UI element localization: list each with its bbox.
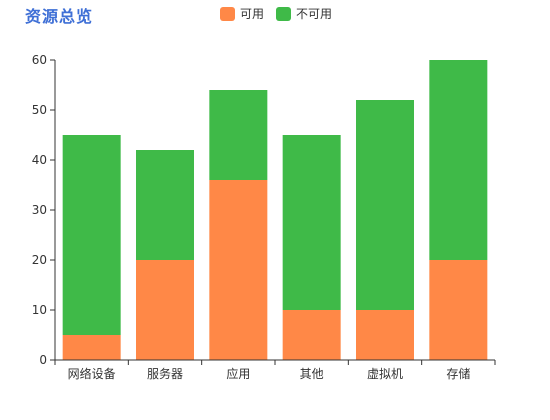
x-tick-label: 服务器 bbox=[147, 366, 183, 381]
legend-swatch-unavailable bbox=[276, 6, 292, 21]
legend-swatch-available bbox=[220, 6, 235, 21]
bar-unavailable bbox=[429, 60, 488, 260]
legend-item-unavailable[interactable]: 不可用 bbox=[276, 5, 332, 22]
y-tick-label: 60 bbox=[32, 53, 47, 67]
y-tick-label: 30 bbox=[32, 203, 47, 217]
chart-legend: 可用 不可用 bbox=[220, 5, 344, 22]
bar-available bbox=[429, 260, 488, 360]
x-tick-label: 存储 bbox=[446, 366, 470, 381]
bar-available bbox=[356, 310, 414, 360]
bar-available bbox=[62, 335, 121, 360]
legend-item-available[interactable]: 可用 bbox=[220, 5, 264, 22]
bar-available bbox=[282, 310, 341, 360]
x-tick-label: 应用 bbox=[226, 366, 250, 381]
bar-unavailable bbox=[136, 150, 194, 260]
y-tick-label: 50 bbox=[32, 103, 47, 117]
legend-label-available: 可用 bbox=[240, 7, 265, 21]
y-tick-label: 10 bbox=[32, 303, 47, 317]
x-tick-label: 虚拟机 bbox=[367, 367, 403, 381]
legend-label-unavailable: 不可用 bbox=[296, 7, 333, 21]
bar-unavailable bbox=[209, 90, 268, 180]
chart-title: 资源总览 bbox=[25, 7, 94, 26]
bar-unavailable bbox=[282, 135, 341, 310]
y-tick-label: 20 bbox=[32, 253, 47, 267]
bar-unavailable bbox=[356, 100, 414, 310]
y-tick-label: 0 bbox=[39, 353, 47, 367]
y-tick-label: 40 bbox=[32, 153, 47, 167]
bar-unavailable bbox=[62, 135, 121, 335]
x-tick-label: 其他 bbox=[300, 367, 324, 381]
x-tick-label: 网络设备 bbox=[68, 366, 116, 381]
bar-available bbox=[209, 180, 268, 360]
bar-available bbox=[136, 260, 194, 360]
